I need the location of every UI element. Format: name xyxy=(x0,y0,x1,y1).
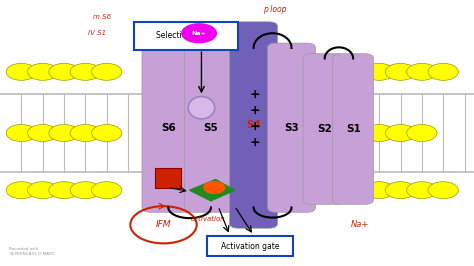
Circle shape xyxy=(70,182,100,199)
Text: +: + xyxy=(249,88,260,101)
FancyBboxPatch shape xyxy=(229,22,277,228)
Text: Recorded with
SCREENCAST-O-MATIC: Recorded with SCREENCAST-O-MATIC xyxy=(9,247,55,256)
Text: Na+: Na+ xyxy=(191,31,207,36)
Text: activation: activation xyxy=(191,217,226,222)
Circle shape xyxy=(49,124,79,142)
Circle shape xyxy=(364,124,394,142)
Circle shape xyxy=(364,182,394,199)
FancyBboxPatch shape xyxy=(134,22,238,50)
Text: S3: S3 xyxy=(284,123,299,133)
FancyBboxPatch shape xyxy=(155,168,181,188)
Circle shape xyxy=(49,182,79,199)
Text: p loop: p loop xyxy=(263,5,287,14)
Text: IV S1: IV S1 xyxy=(88,30,106,36)
FancyBboxPatch shape xyxy=(303,54,346,204)
Circle shape xyxy=(91,124,122,142)
Text: m S6: m S6 xyxy=(93,14,111,20)
FancyBboxPatch shape xyxy=(333,54,374,204)
Circle shape xyxy=(27,182,58,199)
Circle shape xyxy=(407,182,437,199)
FancyBboxPatch shape xyxy=(207,236,293,256)
Circle shape xyxy=(91,182,122,199)
Circle shape xyxy=(6,63,36,80)
Text: IFM: IFM xyxy=(156,220,171,229)
Circle shape xyxy=(70,63,100,80)
Polygon shape xyxy=(190,180,235,201)
Text: S1: S1 xyxy=(346,124,361,134)
Ellipse shape xyxy=(181,23,217,43)
Text: S2: S2 xyxy=(317,124,332,134)
FancyBboxPatch shape xyxy=(185,43,237,212)
Circle shape xyxy=(428,182,458,199)
Circle shape xyxy=(49,63,79,80)
Circle shape xyxy=(27,63,58,80)
Text: S6: S6 xyxy=(161,123,176,133)
Text: +: + xyxy=(249,120,260,133)
Circle shape xyxy=(385,182,416,199)
Circle shape xyxy=(385,63,416,80)
Circle shape xyxy=(91,63,122,80)
Circle shape xyxy=(385,124,416,142)
Circle shape xyxy=(70,124,100,142)
Text: Activation gate: Activation gate xyxy=(221,242,279,251)
Circle shape xyxy=(27,124,58,142)
Text: Selectivity pore: Selectivity pore xyxy=(156,31,216,40)
Text: S5: S5 xyxy=(203,123,219,133)
FancyBboxPatch shape xyxy=(267,43,316,212)
Circle shape xyxy=(407,63,437,80)
FancyBboxPatch shape xyxy=(142,43,194,212)
Circle shape xyxy=(407,124,437,142)
Text: +: + xyxy=(249,104,260,117)
Text: Na+: Na+ xyxy=(351,220,369,229)
Circle shape xyxy=(364,63,394,80)
Ellipse shape xyxy=(188,97,215,119)
Text: +: + xyxy=(249,136,260,149)
Circle shape xyxy=(428,63,458,80)
Circle shape xyxy=(204,182,225,193)
Text: S4: S4 xyxy=(246,120,261,130)
Circle shape xyxy=(6,124,36,142)
Circle shape xyxy=(6,182,36,199)
